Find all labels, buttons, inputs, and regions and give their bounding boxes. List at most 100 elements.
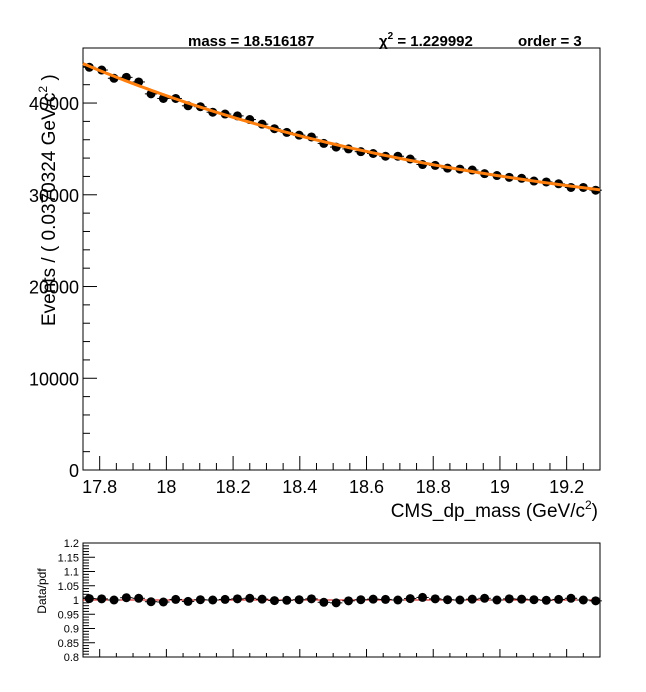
ratio-marker <box>269 596 279 606</box>
ratio-point <box>255 594 269 604</box>
y-axis-label-exponent: 2 <box>36 86 50 93</box>
ratio-point <box>305 594 318 604</box>
ratio-marker <box>455 595 465 605</box>
ratio-marker <box>158 597 168 607</box>
ratio-marker <box>257 594 267 604</box>
ratio-point <box>453 595 467 605</box>
ratio-point <box>132 593 145 603</box>
order-label: order = 3 <box>518 33 582 50</box>
ratio-marker <box>183 596 193 606</box>
ratio-point <box>181 596 195 606</box>
y-tick-label: 20000 <box>29 278 79 298</box>
ratio-point <box>441 595 454 605</box>
ratio-point <box>206 595 219 605</box>
ratio-marker <box>566 593 576 603</box>
ratio-marker <box>232 594 242 604</box>
ratio-point <box>478 593 491 603</box>
ratio-marker <box>134 593 144 603</box>
ratio-marker <box>109 595 119 605</box>
ratio-point <box>564 593 578 603</box>
ratio-point <box>527 595 541 605</box>
ratio-marker <box>591 596 601 606</box>
ratio-point <box>367 594 380 604</box>
ratio-y-tick-label: 1.1 <box>64 567 79 579</box>
ratio-marker <box>171 594 181 604</box>
ratio-y-tick-label: 0.8 <box>64 652 79 664</box>
ratio-marker <box>541 595 551 605</box>
ratio-marker <box>195 595 205 605</box>
x-axis-label-close: ) <box>592 501 598 522</box>
ratio-marker <box>578 595 588 605</box>
ratio-marker <box>306 594 316 604</box>
ratio-point <box>515 594 528 604</box>
ratio-point <box>552 594 565 604</box>
ratio-point <box>268 596 281 606</box>
x-axis-label: CMS_dp_mass (GeV/c2) <box>391 498 598 522</box>
ratio-axes: 0.8 0.85 0.9 0.95 1 1.05 1.1 1.15 1.2 <box>58 538 601 664</box>
x-tick-label: 18.2 <box>216 477 251 497</box>
main-data-points <box>83 62 602 195</box>
ratio-y-tick-label: 0.85 <box>58 638 79 650</box>
ratio-marker <box>97 594 107 604</box>
x-tick-label: 18.6 <box>349 477 384 497</box>
ratio-marker <box>467 594 477 604</box>
chi2-symbol: χ <box>379 33 388 50</box>
ratio-marker <box>356 595 366 605</box>
ratio-point <box>95 594 108 604</box>
fit-curve <box>82 62 601 192</box>
y-tick-label: 40000 <box>29 94 79 114</box>
y-axis-label: Events / ( 0.0370324 GeV/c2 ) <box>36 74 60 326</box>
ratio-marker <box>504 594 514 604</box>
ratio-point <box>231 594 244 604</box>
ratio-marker <box>294 595 304 605</box>
ratio-y-tick-label: 1.2 <box>64 538 79 550</box>
ratio-point <box>391 595 405 605</box>
ratio-point <box>429 594 442 604</box>
ratio-point <box>107 595 121 605</box>
main-panel: 17.8 18 18.2 18.4 18.6 18.8 19 19.2 0 10000 20000 3… <box>29 47 602 522</box>
ratio-point <box>416 592 429 602</box>
y-tick-label: 30000 <box>29 186 79 206</box>
ratio-point <box>243 593 256 603</box>
x-axis-label-exponent: 2 <box>585 498 592 512</box>
ratio-y-tick-label: 0.95 <box>58 609 79 621</box>
ratio-point <box>404 594 417 604</box>
ratio-point <box>589 596 602 606</box>
ratio-marker <box>381 594 391 604</box>
ratio-marker <box>245 593 255 603</box>
x-tick-label: 17.8 <box>82 477 117 497</box>
ratio-marker <box>84 594 94 604</box>
ratio-y-tick-label: 1.05 <box>58 581 79 593</box>
ratio-panel: 0.8 0.85 0.9 0.95 1 1.05 1.1 1.15 1.2 Data/pdf <box>35 538 602 664</box>
ratio-y-axis-label: Data/pdf <box>35 568 49 614</box>
ratio-point <box>577 595 590 605</box>
x-tick-label: 18 <box>156 477 176 497</box>
ratio-point <box>292 595 306 605</box>
ratio-marker <box>121 593 131 603</box>
ratio-point <box>503 594 516 604</box>
ratio-marker <box>480 593 490 603</box>
ratio-point <box>120 593 133 603</box>
x-tick-label: 19.2 <box>549 477 584 497</box>
ratio-y-tick-label: 1 <box>73 595 79 607</box>
ratio-point <box>540 595 553 605</box>
y-tick-label: 0 <box>69 461 79 481</box>
ratio-point <box>317 597 330 607</box>
ratio-point <box>354 595 368 605</box>
chi2-label: χ2 = 1.229992 <box>379 31 473 50</box>
ratio-marker <box>282 595 292 605</box>
ratio-marker <box>492 595 502 605</box>
x-tick-label: 18.8 <box>416 477 451 497</box>
ratio-marker <box>344 596 354 606</box>
ratio-y-tick-label: 0.9 <box>64 624 79 636</box>
mass-label: mass = 18.516187 <box>188 33 314 50</box>
ratio-marker <box>529 595 539 605</box>
ratio-point <box>466 594 479 604</box>
main-frame <box>82 47 601 471</box>
ratio-marker <box>517 594 527 604</box>
ratio-marker <box>430 594 440 604</box>
y-tick-label: 10000 <box>29 369 79 389</box>
ratio-marker <box>319 597 329 607</box>
ratio-point <box>144 597 158 607</box>
chi2-value: = 1.229992 <box>393 33 473 50</box>
